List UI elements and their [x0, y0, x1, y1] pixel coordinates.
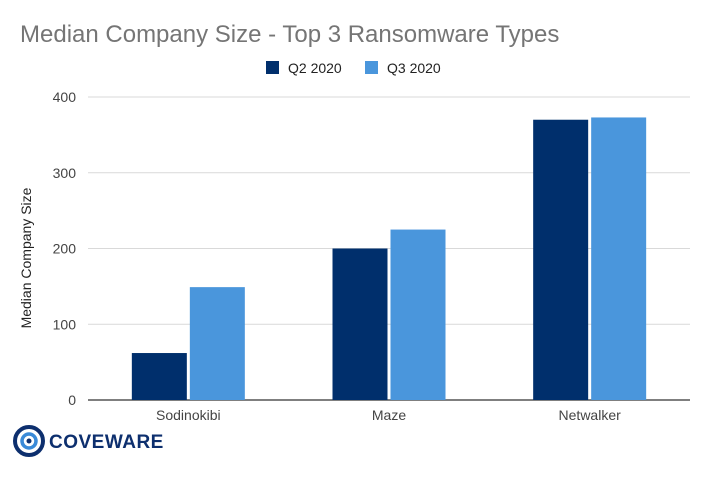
bar-netwalker-q2-2020	[533, 119, 589, 400]
y-tick-label-200: 200	[53, 241, 77, 257]
bar-sodinokibi-q2-2020	[131, 353, 187, 400]
coveware-logo: COVEWARE	[13, 425, 164, 457]
gridlines	[88, 96, 690, 401]
y-tick-label-400: 400	[53, 89, 77, 105]
y-tick-label-300: 300	[53, 165, 77, 181]
bar-sodinokibi-q3-2020	[189, 287, 245, 400]
legend-swatch-q3-2020	[365, 61, 378, 74]
y-axis-ticks: 0 100 200 300 400	[53, 89, 77, 408]
x-tick-label-sodinokibi: Sodinokibi	[156, 407, 221, 423]
legend-label-q2-2020: Q2 2020	[288, 60, 342, 76]
bar-netwalker-q3-2020	[591, 117, 647, 400]
logo-text: COVEWARE	[49, 432, 164, 453]
legend: Q2 2020 Q3 2020	[266, 60, 441, 76]
coveware-ring-icon	[13, 425, 45, 457]
bar-maze-q2-2020	[332, 248, 388, 400]
y-tick-label-0: 0	[68, 392, 76, 408]
bars	[131, 117, 647, 400]
x-axis-ticks: Sodinokibi Maze Netwalker	[156, 407, 621, 423]
x-tick-label-maze: Maze	[372, 407, 406, 423]
legend-swatch-q2-2020	[266, 61, 279, 74]
y-axis-label: Median Company Size	[18, 187, 34, 328]
bar-maze-q3-2020	[390, 229, 446, 400]
x-tick-label-netwalker: Netwalker	[559, 407, 622, 423]
chart-title: Median Company Size - Top 3 Ransomware T…	[20, 21, 559, 48]
y-tick-label-100: 100	[53, 316, 77, 332]
legend-label-q3-2020: Q3 2020	[387, 60, 441, 76]
